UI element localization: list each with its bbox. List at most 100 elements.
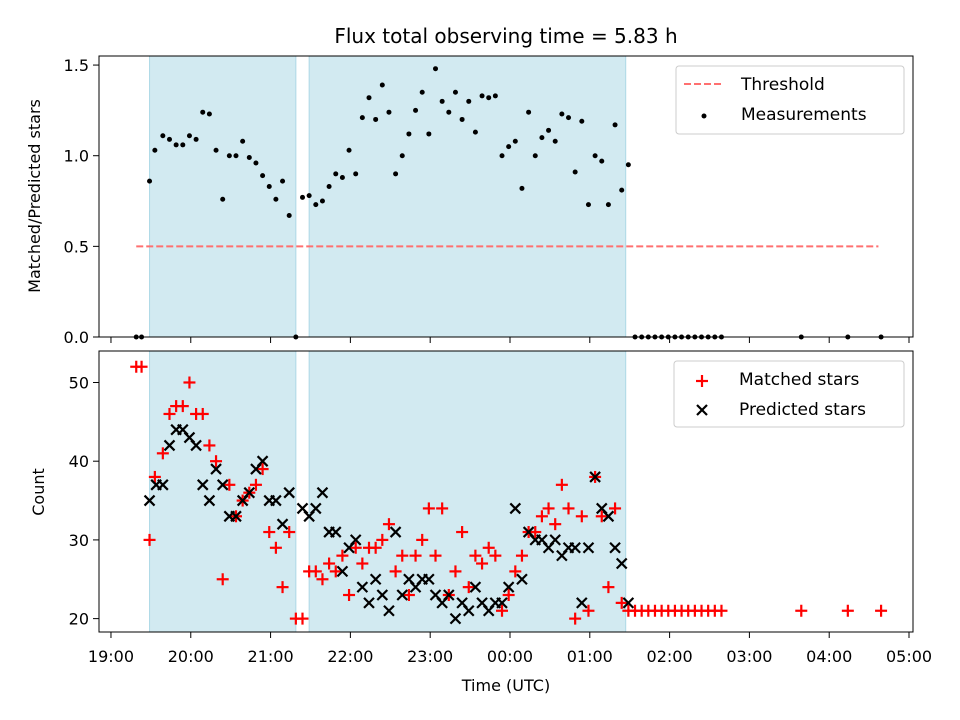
- predicted-star-marker: [443, 589, 455, 601]
- matched-star-marker: [263, 526, 276, 539]
- matched-star-marker: [196, 407, 209, 420]
- bottom-y-axis-title: Count: [29, 468, 48, 516]
- predicted-star-marker: [210, 463, 222, 475]
- measurement-point: [519, 185, 525, 191]
- chart-title: Flux total observing time = 5.83 h: [334, 24, 677, 48]
- measurement-point: [286, 213, 292, 219]
- measurement-point: [492, 93, 498, 99]
- matched-star-marker: [382, 518, 395, 531]
- measurement-point: [280, 178, 286, 184]
- matched-star-marker: [143, 533, 156, 546]
- measurement-point: [419, 89, 425, 95]
- predicted-star-marker: [349, 534, 362, 546]
- x-axis-title: Time (UTC): [461, 676, 550, 695]
- top-shaded-intervals: [149, 55, 627, 338]
- measurement-point: [379, 82, 385, 88]
- predicted-star-marker: [389, 526, 402, 538]
- predicted-star-marker: [469, 581, 482, 593]
- matched-star-marker: [562, 502, 575, 515]
- predicted-star-marker: [203, 494, 216, 507]
- measurement-point: [532, 153, 538, 159]
- legend-predicted-label: Predicted stars: [739, 400, 866, 420]
- y-tick-label: 40: [69, 452, 89, 471]
- legend-threshold-label: Threshold: [740, 75, 825, 95]
- measurement-point: [373, 116, 379, 122]
- measurement-point: [625, 162, 631, 168]
- matched-star-marker: [349, 541, 362, 554]
- measurement-point: [466, 98, 472, 104]
- predicted-star-marker: [369, 573, 382, 586]
- predicted-star-marker: [582, 542, 595, 554]
- matched-star-marker: [283, 526, 296, 539]
- predicted-star-marker: [396, 589, 409, 601]
- matched-star-marker: [489, 549, 502, 562]
- measurement-point: [220, 196, 226, 202]
- matched-stars-points: [130, 360, 888, 625]
- measurement-point: [413, 107, 419, 113]
- measurement-point: [193, 136, 199, 142]
- legend-matched-label: Matched stars: [739, 370, 859, 390]
- matched-star-marker: [535, 510, 548, 523]
- predicted-star-marker: [310, 502, 322, 515]
- measurement-point: [599, 158, 605, 164]
- matched-star-marker: [602, 581, 615, 594]
- matched-star-marker: [148, 470, 161, 483]
- matched-star-marker: [569, 612, 582, 625]
- predicted-star-marker: [230, 510, 242, 523]
- measurement-point: [240, 138, 246, 144]
- matched-star-marker: [316, 573, 329, 586]
- measurement-point: [319, 198, 325, 204]
- predicted-star-marker: [196, 479, 209, 491]
- matched-star-marker: [216, 573, 229, 586]
- measurement-point: [472, 129, 478, 135]
- predicted-star-marker: [216, 479, 229, 491]
- matched-star-marker: [549, 518, 562, 531]
- matched-star-marker: [389, 565, 402, 578]
- matched-star-marker: [555, 478, 568, 491]
- measurement-point: [180, 142, 186, 148]
- top-y-axis-title: Matched/Predicted stars: [25, 99, 44, 293]
- measurement-point: [160, 133, 166, 139]
- shaded-interval-0: [149, 350, 297, 633]
- matched-star-marker: [210, 455, 223, 468]
- measurement-point: [393, 171, 399, 177]
- measurement-point: [359, 115, 365, 121]
- measurement-point: [506, 144, 512, 150]
- top-x-ticks: [110, 337, 910, 343]
- measurement-point: [486, 95, 492, 101]
- bottom-legend: Matched stars Predicted stars: [673, 360, 905, 428]
- predicted-star-marker: [423, 573, 435, 586]
- measurement-point: [213, 147, 219, 153]
- measurement-point: [446, 109, 452, 115]
- matched-star-marker: [135, 360, 148, 373]
- measurement-point: [399, 153, 405, 159]
- matched-star-marker: [323, 557, 336, 570]
- measurement-point: [273, 196, 279, 202]
- predicted-star-marker: [256, 455, 269, 467]
- matched-star-marker: [296, 612, 309, 625]
- predicted-star-marker: [449, 612, 462, 625]
- measurement-point: [619, 187, 625, 193]
- measurement-point: [406, 131, 412, 137]
- measurement-point: [605, 202, 611, 208]
- predicted-star-marker: [609, 542, 621, 554]
- shaded-interval-1: [308, 350, 627, 633]
- measurement-point: [346, 147, 352, 153]
- measurement-point: [147, 178, 153, 184]
- predicted-star-marker: [569, 542, 581, 554]
- predicted-star-marker: [276, 518, 289, 530]
- legend-measurements-swatch: [701, 113, 707, 119]
- measurement-point: [572, 169, 578, 175]
- measurement-point: [233, 153, 239, 159]
- legend-matched-swatch: [696, 375, 708, 387]
- x-tick-label: 03:00: [726, 647, 772, 666]
- bottom-panel: 20 30 40 50 19:00 20:00 21:00 22:00 23:00 00:00 0…: [29, 350, 932, 695]
- x-tick-label: 02:00: [647, 647, 693, 666]
- shaded-interval-1: [308, 55, 627, 338]
- measurement-point: [166, 136, 172, 142]
- x-tick-label: 23:00: [407, 647, 453, 666]
- matched-star-marker: [163, 407, 176, 420]
- predicted-star-marker: [190, 439, 202, 452]
- matched-star-marker: [496, 604, 509, 617]
- predicted-star-marker: [157, 479, 169, 491]
